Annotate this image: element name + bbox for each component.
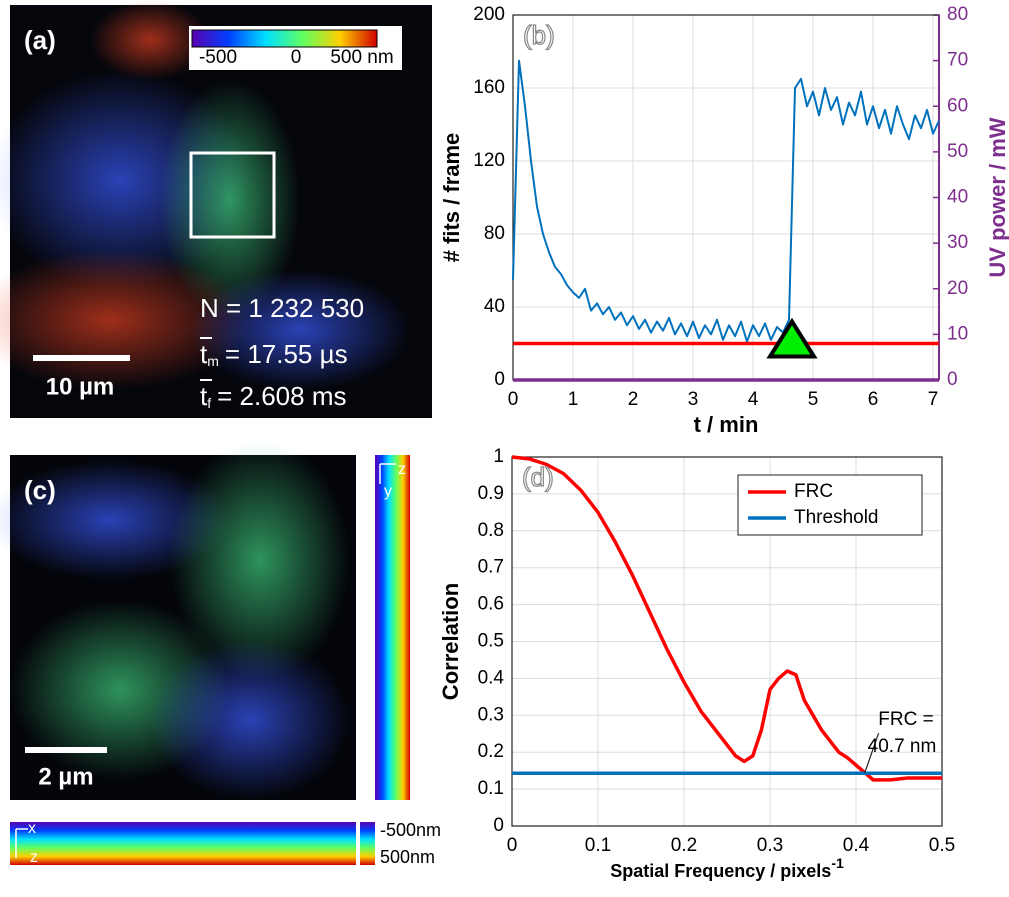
line [512,59,940,343]
annotation-pointer [864,733,880,774]
value: = 2.608 ms [217,381,346,411]
x-tick-label: 2 [628,389,639,410]
y2-tick-label: 20 [947,278,968,299]
y-tick-label: 0.1 [478,778,504,799]
y-tick-label: 0 [494,369,505,390]
axis-label: y [384,483,392,500]
panel-label: (c) [24,475,56,505]
y-tick-label: 0.2 [478,741,504,762]
y-tick-label: 0.8 [478,520,504,541]
panel-label: (d) [522,462,554,492]
y-tick-label: 0.4 [478,667,505,688]
y2-tick-label: 60 [947,95,968,116]
x-axis-label-exponent: -1 [831,855,844,871]
colorbar-label: -500nm [380,820,441,840]
x-tick-label: 4 [748,389,759,410]
stat-tf: tf = 2.608 ms [200,381,346,411]
legend-label: Threshold [794,507,879,528]
x-axis-label: Spatial Frequency / pixels-1 [610,855,844,881]
x-tick-label: 0 [507,835,518,856]
scale-bar-label: 2 µm [38,763,93,790]
scale-bar-label: 10 µm [46,373,115,400]
y2-tick-label: 80 [947,4,968,25]
y2-tick-label: 10 [947,323,968,344]
subscript: m [207,353,219,369]
stat-tm: tm = 17.55 µs [200,339,348,369]
annotation: 40.7 nm [868,736,937,757]
panel-c: z y x z -500nm 500nm (c) 2 µm [0,440,441,867]
y-tick-label: 40 [484,296,505,317]
y-axis-label: # fits / frame [439,133,464,263]
y-tick-label: 160 [473,77,505,98]
colorbar-label: 0 [291,47,302,68]
zoom-box [189,151,276,239]
plot-area [513,15,939,380]
x-tick-label: 0 [508,389,519,410]
y2-tick-label: 50 [947,141,968,162]
panel-label: (a) [24,25,56,55]
colorbar [191,29,378,48]
side-projection [375,455,410,800]
colorbar-label: -500 [199,47,237,68]
axis-label: z [30,849,38,866]
stat-n: N = 1 232 530 [200,293,364,323]
y-tick-label: 0.6 [478,594,504,615]
x-tick-label: 5 [808,389,819,410]
marker [766,317,818,359]
x-axis-label: t / min [694,412,759,437]
axis-label: z [398,461,406,478]
y-tick-label: 0.5 [478,631,504,652]
y2-tick-label: 70 [947,50,968,71]
y2-axis-label: UV power / mW [985,117,1009,277]
x-tick-label: 6 [868,389,879,410]
colorbar-label: 500 nm [330,47,393,68]
y-tick-label: 0.3 [478,704,504,725]
x-tick-label: 0.3 [757,835,783,856]
legend-box [737,474,923,536]
symbol: t [200,339,208,369]
colorbar [360,822,375,865]
line [511,455,942,782]
x-axis-label-text: Spatial Frequency / pixels [610,861,831,881]
y-tick-label: 120 [473,150,505,171]
axes-box [511,456,943,827]
panel-label: (b) [523,20,555,50]
x-tick-label: 3 [688,389,699,410]
y2-tick-label: 30 [947,232,968,253]
y-tick-label: 0 [493,815,504,836]
y-axis-label: Correlation [438,583,463,700]
x-axis-label-text: t / min [694,412,759,437]
bottom-projection [10,822,356,865]
colorbar-label: 500nm [380,847,435,867]
x-tick-label: 1 [568,389,579,410]
x-tick-label: 0.4 [843,835,870,856]
chart: 0 1 2 3 4 5 6 70408012016020001020304050607080(… [439,4,1009,437]
y2-tick-label: 40 [947,187,968,208]
axis-label: x [28,820,36,837]
panel-a: -500 0 500 nm (a) 10 µm N = 1 232 530 tm… [0,0,432,418]
subscript: f [207,395,211,411]
y-tick-label: 0.9 [478,483,504,504]
y-tick-label: 80 [484,223,505,244]
value: = 17.55 µs [225,339,348,369]
y-tick-label: 1 [493,446,504,467]
x-tick-label: 7 [928,389,939,410]
y-tick-label: 0.7 [478,557,504,578]
chart: 0 0.1 0.2 0.3 0.4 0.5 0 0.1 0.2 0.3 0.4 0.5 0.6 0.7 0.… [438,446,955,881]
x-tick-label: 0.5 [929,835,955,856]
symbol: t [200,381,208,411]
y-tick-label: 200 [473,4,505,25]
x-tick-label: 0.1 [585,835,611,856]
legend-label: FRC [794,481,833,502]
y2-tick-label: 0 [947,369,958,390]
annotation: FRC = [878,709,933,730]
x-tick-label: 0.2 [671,835,697,856]
